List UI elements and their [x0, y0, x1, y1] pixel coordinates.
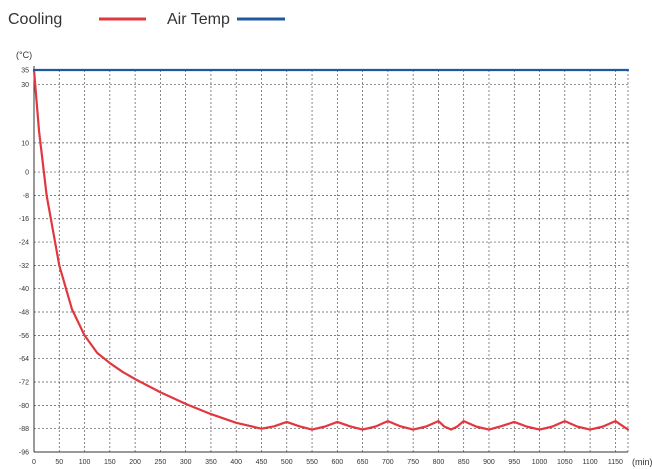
grid	[33, 69, 629, 453]
x-tick-label-1100: 1100	[583, 459, 598, 466]
series-lines	[32, 68, 630, 431]
y-tick-label-88: -88	[19, 426, 29, 433]
y-tick-label-8: -8	[23, 193, 29, 200]
y-tick-label-30: 30	[21, 82, 29, 89]
y-tick-label-64: -64	[19, 356, 29, 363]
legend: Cooling Air Temp	[8, 11, 285, 28]
y-tick-labels: 35 30 10 0 -8 -16 -24 -32 -40 -48 -56 -64 -72 -80 -88 -…	[19, 68, 29, 457]
x-tick-label-900: 900	[483, 459, 495, 466]
x-tick-label-1000: 1000	[532, 459, 548, 466]
x-tick-label-200: 200	[129, 459, 141, 466]
y-tick-label-32: -32	[19, 263, 29, 270]
x-tick-label-300: 300	[180, 459, 192, 466]
x-tick-label-550: 550	[306, 459, 318, 466]
y-axis-unit: (°C)	[16, 50, 32, 60]
x-tick-label-600: 600	[331, 459, 343, 466]
x-tick-label-500: 500	[281, 459, 293, 466]
y-tick-label-96: -96	[19, 450, 29, 457]
y-tick-label-80: -80	[19, 403, 29, 410]
y-tick-label-10: 10	[21, 140, 29, 147]
x-tick-label-1050: 1050	[557, 459, 573, 466]
x-tick-label-950: 950	[508, 459, 520, 466]
y-tick-label-16: -16	[19, 216, 29, 223]
y-tick-label-0: 0	[25, 170, 29, 177]
x-tick-label-50: 50	[55, 459, 63, 466]
x-tick-label-850: 850	[458, 459, 470, 466]
x-tick-label-700: 700	[382, 459, 394, 466]
series-line-cooling	[32, 68, 630, 431]
x-tick-label-800: 800	[433, 459, 445, 466]
x-tick-labels: 0 50 100 150 200 250 300 350 400 450 500 550 600 650 7…	[32, 459, 623, 466]
x-tick-label-150: 150	[104, 459, 116, 466]
x-tick-label-350: 350	[205, 459, 217, 466]
x-tick-label-100: 100	[79, 459, 91, 466]
y-tick-label-24: -24	[19, 240, 29, 247]
x-tick-label-0: 0	[32, 459, 36, 466]
y-tick-label-35: 35	[21, 68, 29, 75]
x-tick-label-250: 250	[155, 459, 167, 466]
y-tick-label-48: -48	[19, 310, 29, 317]
x-tick-label-650: 650	[357, 459, 369, 466]
x-tick-label-750: 750	[407, 459, 419, 466]
legend-label-air-temp: Air Temp	[167, 11, 230, 28]
legend-label-cooling: Cooling	[8, 11, 62, 28]
x-tick-label-450: 450	[256, 459, 268, 466]
x-axis-unit: (min)	[632, 457, 652, 467]
x-tick-label-400: 400	[230, 459, 242, 466]
axes	[33, 66, 628, 453]
y-tick-label-56: -56	[19, 333, 29, 340]
y-tick-label-72: -72	[19, 380, 29, 387]
y-tick-label-40: -40	[19, 286, 29, 293]
x-tick-label-1150: 1150	[608, 459, 623, 466]
